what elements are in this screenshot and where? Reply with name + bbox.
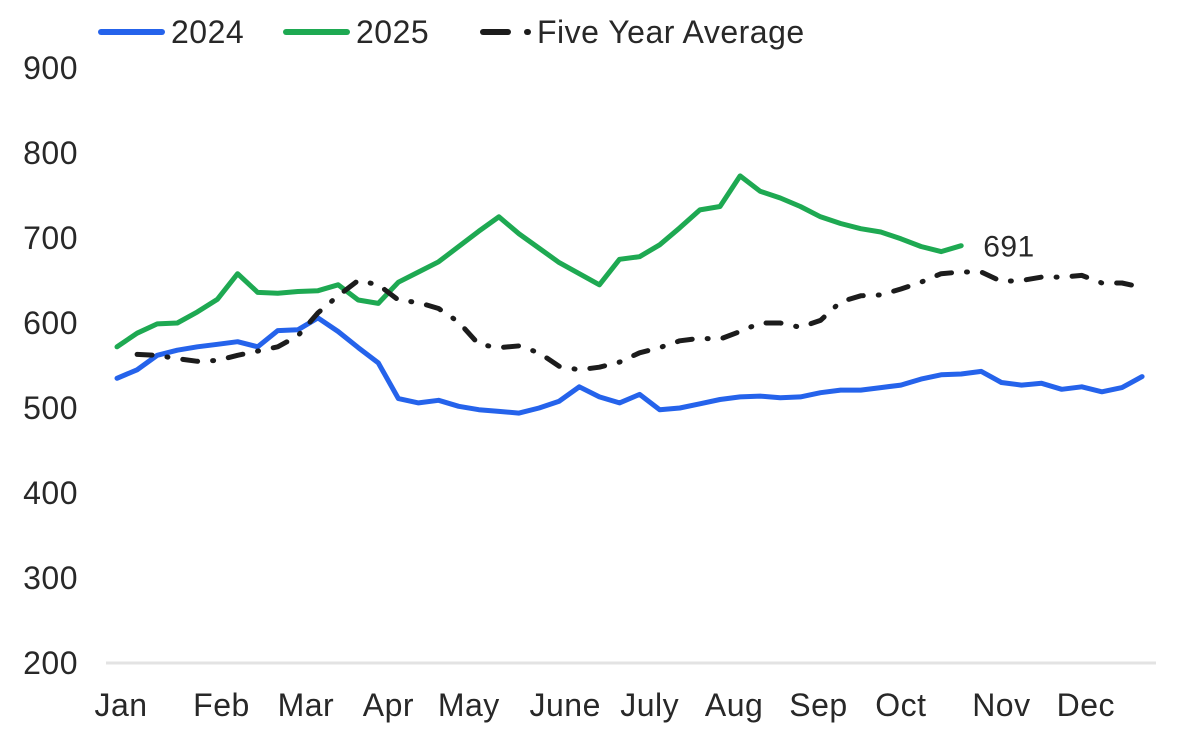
legend-swatch-2024 — [98, 29, 165, 35]
legend-label-2024: 2024 — [171, 13, 245, 50]
legend-swatch-five-year-average-dash — [480, 29, 511, 35]
y-tick-label: 200 — [23, 645, 78, 681]
y-tick-label: 900 — [23, 50, 78, 86]
x-tick-label: Nov — [972, 687, 1030, 723]
x-tick-label: Mar — [278, 687, 335, 723]
x-tick-label: Sep — [789, 687, 847, 723]
legend-item-2024: 2024 — [98, 12, 244, 52]
x-tick-label: Aug — [705, 687, 763, 723]
y-tick-label: 300 — [23, 560, 78, 596]
series-2025-end-label: 691 — [983, 231, 1035, 264]
legend-label-2025: 2025 — [356, 13, 430, 50]
y-tick-label: 800 — [23, 135, 78, 171]
x-tick-label: Jan — [94, 687, 147, 723]
x-tick-label: Dec — [1057, 687, 1115, 723]
series-2024-line — [114, 315, 1145, 416]
series-2025-line — [114, 173, 964, 350]
x-tick-label: May — [438, 687, 500, 723]
x-tick-label: July — [620, 687, 679, 723]
x-tick-label: Feb — [193, 687, 250, 723]
chart-legend: 2024 2025 Five Year Average — [0, 12, 1200, 52]
legend-swatch-2025 — [283, 29, 350, 35]
series-five-year-average-line — [134, 269, 1145, 373]
x-tick-label: June — [530, 687, 601, 723]
legend-item-five-year-average: Five Year Average — [480, 12, 805, 52]
y-tick-label: 500 — [23, 390, 78, 426]
x-tick-label: Apr — [363, 687, 414, 723]
x-tick-label: Oct — [875, 687, 926, 723]
y-tick-label: 400 — [23, 475, 78, 511]
y-tick-label: 600 — [23, 305, 78, 341]
legend-label-five-year-average: Five Year Average — [537, 13, 805, 50]
y-tick-label: 700 — [23, 220, 78, 256]
legend-swatch-five-year-average-dot — [524, 29, 531, 35]
legend-item-2025: 2025 — [283, 12, 429, 52]
